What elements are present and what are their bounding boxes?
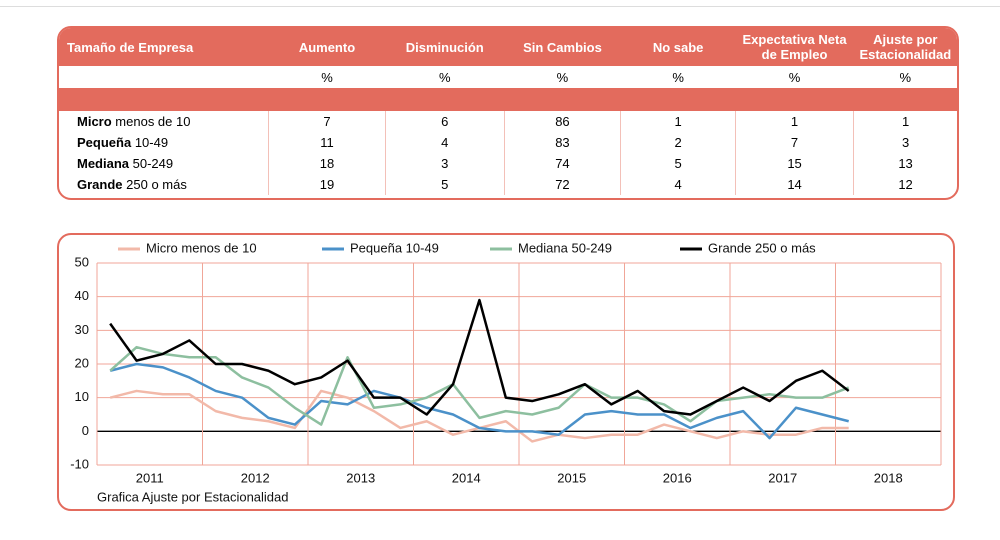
divider: [0, 6, 1000, 7]
legend-label: Pequeña 10-49: [350, 240, 439, 255]
value-cell: 2: [620, 132, 736, 153]
band-cell: [268, 88, 386, 111]
band-cell: [385, 88, 505, 111]
size-label: Pequeña: [77, 135, 132, 150]
range-label: 10-49: [134, 135, 169, 150]
y-tick-label: 30: [75, 322, 89, 337]
series-line: [109, 298, 850, 416]
value-cell: 1: [620, 111, 736, 132]
table: Tamaño de Empresa Aumento Disminución Sin C…: [59, 28, 957, 195]
x-tick-label: 2013: [346, 470, 375, 485]
x-tick-label: 2012: [241, 470, 270, 485]
header-cell: Disminución: [385, 28, 505, 66]
table-box: Tamaño de Empresa Aumento Disminución Sin C…: [57, 26, 959, 200]
band-cell: [59, 88, 269, 111]
x-tick-label: 2014: [452, 470, 481, 485]
value-cell: 1: [901, 114, 910, 129]
value-cell: 72: [504, 174, 622, 195]
value-cell: 5: [620, 153, 736, 174]
band-row: [59, 88, 957, 111]
value-cell: 6: [385, 111, 505, 132]
value-cell: 83: [504, 132, 622, 153]
header-cell: No sabe: [620, 28, 736, 66]
size-label: Mediana: [77, 156, 130, 171]
band-cell: [504, 88, 621, 111]
header-cell: Sin Cambios: [504, 28, 621, 66]
value-cell: 1: [735, 111, 855, 132]
size-label: Grande: [77, 177, 123, 192]
units-row: %%%%%%: [59, 66, 957, 89]
y-tick-label: 50: [75, 254, 89, 269]
row-label: Pequeña 10-49: [59, 132, 270, 153]
value-cell: 5: [385, 174, 505, 195]
band-cell: [620, 88, 736, 111]
y-tick-label: -10: [70, 456, 89, 471]
y-tick-label: 0: [82, 423, 89, 438]
value-cell: 19: [268, 174, 386, 195]
unit-cell: %: [620, 66, 736, 89]
value-cell: 7: [735, 132, 855, 153]
range-label: 250 o más: [126, 177, 187, 192]
row-label: Mediana 50-249: [59, 153, 270, 174]
band-cell: [853, 88, 957, 111]
value-cell: 13: [898, 156, 913, 171]
range-label: menos de 10: [115, 114, 191, 129]
y-tick-label: 40: [75, 288, 89, 303]
value-cell: 4: [620, 174, 736, 195]
x-tick-label: 2017: [768, 470, 797, 485]
chart-box: [57, 233, 955, 511]
value-cell: 86: [504, 111, 622, 132]
value-cell: 74: [504, 153, 622, 174]
unit-cell: %: [853, 66, 957, 89]
data-row: Mediana 50-249 18 3 74 5 15 13: [59, 153, 957, 174]
y-tick-label: 10: [75, 389, 89, 404]
header-cell: Tamaño de Empresa: [59, 28, 269, 66]
data-row: Grande 250 o más 19 5 72 4 14 12: [59, 174, 957, 195]
legend-label: Micro menos de 10: [146, 240, 257, 255]
legend-label: Mediana 50-249: [518, 240, 612, 255]
x-tick-label: 2015: [557, 470, 586, 485]
x-tick-label: 2018: [874, 470, 903, 485]
x-tick-label: 2011: [136, 470, 164, 485]
series-line: [109, 345, 850, 426]
legend-label: Grande 250 o más: [708, 240, 816, 255]
caption: Grafica Ajuste por Estacionalidad: [97, 489, 289, 504]
range-label: 50-249: [132, 156, 174, 171]
value-cell: 3: [901, 135, 910, 150]
y-tick-label: 20: [75, 355, 89, 370]
value-cell: 18: [268, 153, 386, 174]
x-tick-label: 2016: [663, 470, 692, 485]
series-line: [109, 362, 849, 440]
value-cell: 4: [385, 132, 505, 153]
data-row: Micro menos de 10 7 6 86 1 1 1: [59, 111, 957, 132]
data-row: Pequeña 10-49 11 4 83 2 7 3: [59, 132, 957, 153]
row-label: Micro menos de 10: [59, 111, 270, 132]
size-label: Micro: [77, 114, 112, 129]
band-cell: [735, 88, 854, 111]
cell: [59, 66, 269, 89]
value-cell: 15: [735, 153, 855, 174]
row-label: Grande 250 o más: [59, 174, 270, 195]
header-cell: Aumento: [268, 28, 386, 66]
header-cell: Expectativa Neta de Empleo: [735, 28, 854, 66]
unit-cell: %: [735, 66, 854, 89]
value-cell: 7: [268, 111, 386, 132]
unit-cell: %: [385, 66, 505, 89]
header-row: Tamaño de Empresa Aumento Disminución Sin C…: [59, 28, 957, 66]
value-cell: 11: [268, 132, 386, 153]
unit-cell: %: [268, 66, 386, 89]
value-cell: 3: [385, 153, 505, 174]
header-cell: Ajuste por Estacionalidad: [853, 28, 957, 66]
value-cell: 14: [735, 174, 855, 195]
value-cell: 12: [898, 177, 913, 192]
unit-cell: %: [504, 66, 621, 89]
